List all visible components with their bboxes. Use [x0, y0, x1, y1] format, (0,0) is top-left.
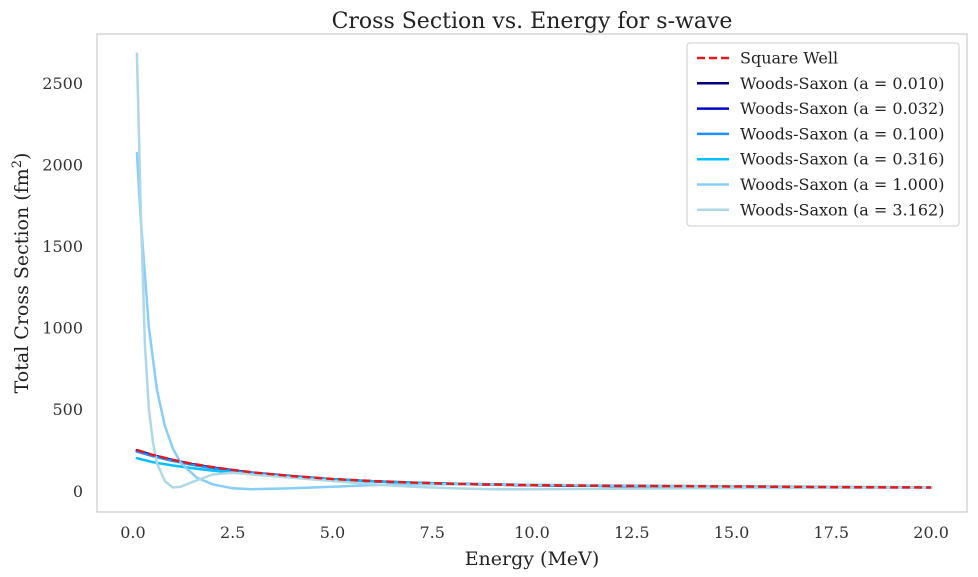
series-layer: [135, 52, 933, 491]
legend-label: Woods-Saxon (a = 0.032): [740, 99, 944, 118]
x-axis-ticks: 0.0 2.5 5.0 7.5 10.0 12.5 15.0 17.5 20.0: [120, 523, 949, 542]
legend-label: Woods-Saxon (a = 0.100): [740, 124, 944, 143]
chart-title: Cross Section vs. Energy for s-wave: [332, 9, 733, 34]
x-tick-label: 20.0: [913, 523, 949, 542]
x-tick-label: 7.5: [420, 523, 445, 542]
y-tick-label: 0: [73, 482, 83, 501]
legend: Square Well Woods-Saxon (a = 0.010) Woods-…: [686, 42, 960, 227]
legend-label: Woods-Saxon (a = 0.010): [740, 74, 944, 93]
y-axis-ticks: 0 500 1000 1500 2000 2500: [42, 74, 83, 501]
x-tick-label: 5.0: [320, 523, 345, 542]
y-tick-label: 1500: [42, 237, 83, 256]
x-tick-label: 2.5: [220, 523, 245, 542]
y-tick-label: 2000: [42, 156, 83, 175]
y-tick-label: 2500: [42, 74, 83, 93]
y-axis-title: Total Cross Section (fm2): [10, 153, 33, 394]
y-tick-label: 1000: [42, 319, 83, 338]
y-axis-title-sup: 2: [10, 160, 25, 168]
legend-label: Woods-Saxon (a = 0.316): [740, 150, 944, 169]
y-axis-title-close: ): [11, 153, 33, 160]
x-axis-title: Energy (MeV): [465, 548, 600, 570]
x-tick-label: 10.0: [514, 523, 550, 542]
legend-items: Square Well Woods-Saxon (a = 0.010) Woods-…: [697, 49, 944, 219]
y-axis-title-main: Total Cross Section (fm: [11, 168, 33, 393]
x-tick-label: 17.5: [813, 523, 849, 542]
x-tick-label: 12.5: [614, 523, 650, 542]
legend-label: Woods-Saxon (a = 3.162): [740, 200, 944, 219]
y-tick-label: 500: [52, 400, 83, 419]
x-tick-label: 15.0: [714, 523, 750, 542]
series-line-6: [135, 52, 933, 491]
legend-box: [686, 42, 960, 227]
legend-label: Square Well: [740, 49, 838, 68]
legend-label: Woods-Saxon (a = 1.000): [740, 175, 944, 194]
series-line-0: [136, 448, 932, 489]
x-tick-label: 0.0: [120, 523, 145, 542]
